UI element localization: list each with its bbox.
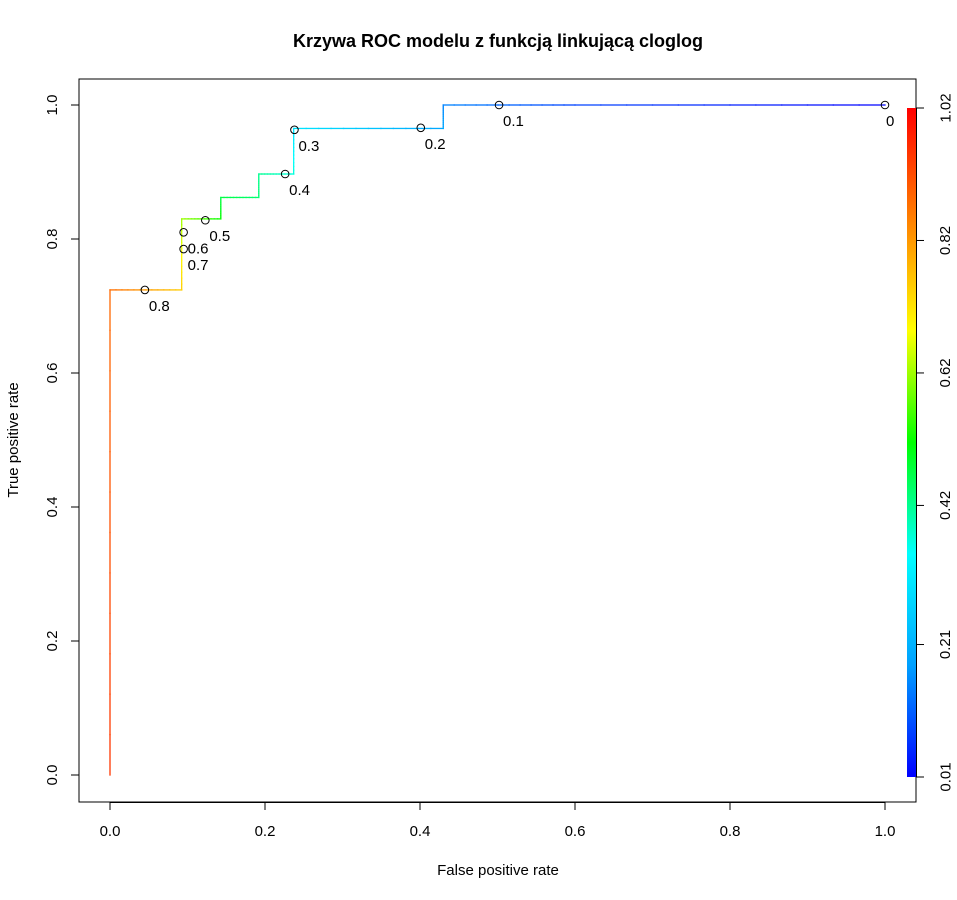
- cutoff-marker: [494, 100, 504, 110]
- cutoff-marker: [179, 228, 188, 237]
- cutoff-marker: [179, 244, 188, 254]
- x-tick-label: 0.8: [720, 823, 741, 840]
- cutoff-label: 0: [886, 113, 894, 130]
- y-tick-label: 0.6: [44, 363, 61, 384]
- x-axis-label: False positive rate: [437, 862, 559, 879]
- roc-curve: [109, 104, 886, 776]
- colorbar-axis: 0.01 0.21 0.42 0.62 0.82 1.02: [916, 93, 954, 792]
- x-tick-label: 0.2: [255, 823, 276, 840]
- colorbar-tick-label: 0.42: [937, 491, 954, 520]
- cutoff-marker: [140, 285, 150, 295]
- y-axis: 0.0 0.2 0.4 0.6 0.8 1.0: [44, 95, 79, 786]
- colorbar-tick-label: 0.82: [937, 226, 954, 255]
- cutoff-label: 0.7: [188, 257, 209, 274]
- cutoff-label: 0.6: [188, 240, 209, 257]
- colorbar-tick-label: 1.02: [937, 93, 954, 122]
- cutoff-markers: 0.8 0.70.60.5 0.4 0.3 0.2 0.1 0: [140, 100, 894, 315]
- y-tick-label: 0.8: [44, 229, 61, 250]
- cutoff-marker: [416, 123, 426, 133]
- cutoff-label: 0.2: [425, 136, 446, 153]
- y-tick-label: 0.4: [44, 497, 61, 518]
- y-tick-label: 0.0: [44, 765, 61, 786]
- y-tick-label: 0.2: [44, 631, 61, 652]
- cutoff-marker: [880, 100, 890, 110]
- colorbar: [907, 108, 916, 777]
- chart-title: Krzywa ROC modelu z funkcją linkującą cl…: [293, 31, 703, 51]
- y-tick-label: 1.0: [44, 95, 61, 116]
- cutoff-marker: [280, 169, 290, 179]
- y-axis-label: True positive rate: [5, 382, 22, 497]
- plot-frame: [78, 78, 917, 803]
- cutoff-label: 0.3: [298, 138, 319, 155]
- x-tick-label: 0.6: [565, 823, 586, 840]
- colorbar-tick-label: 0.01: [937, 762, 954, 791]
- x-tick-label: 0.0: [100, 823, 121, 840]
- colorbar-tick-label: 0.21: [937, 630, 954, 659]
- cutoff-marker: [201, 215, 210, 225]
- cutoff-marker: [290, 125, 299, 135]
- cutoff-label: 0.5: [209, 228, 230, 245]
- x-tick-label: 0.4: [410, 823, 431, 840]
- cutoff-label: 0.8: [149, 298, 170, 315]
- x-tick-label: 1.0: [875, 823, 896, 840]
- cutoff-label: 0.4: [289, 182, 310, 199]
- cutoff-label: 0.1: [503, 113, 524, 130]
- colorbar-tick-label: 0.62: [937, 358, 954, 387]
- x-axis: 0.0 0.2 0.4 0.6 0.8 1.0: [100, 802, 896, 840]
